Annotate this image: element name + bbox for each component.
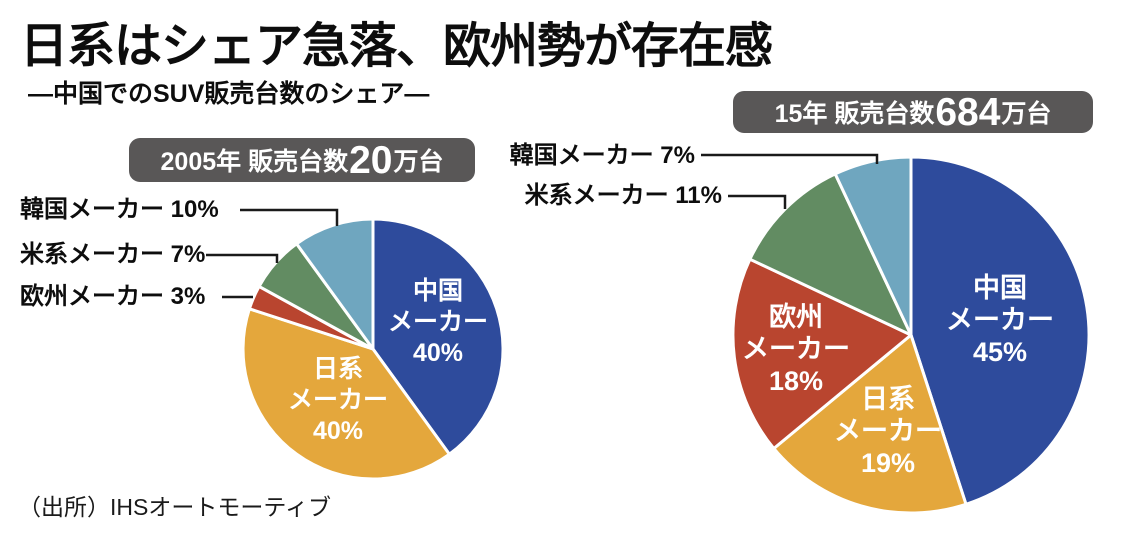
leader-line-us-2015: [728, 194, 787, 209]
slice-label-china-2005: 中国 メーカー 40%: [387, 277, 488, 367]
badge-2015-suffix: 万台: [1001, 100, 1052, 128]
source-credit: （出所）IHSオートモーティブ: [18, 494, 331, 520]
label-us-2005: 米系メーカー 7%: [20, 241, 206, 268]
page-subtitle: ―中国でのSUV販売台数のシェア―: [28, 80, 430, 108]
label-europe-2005: 欧州メーカー 3%: [20, 283, 206, 310]
leader-line-us-2005: [206, 253, 279, 263]
badge-2015-number: 684: [935, 90, 1001, 134]
leader-line-korea-2005: [240, 208, 339, 226]
pie-slice-korea: [295, 217, 375, 351]
badge-2015-sales-total: 15年 販売台数 684 万台: [733, 91, 1093, 133]
slice-label-japan-2005: 日系 メーカー 40%: [287, 355, 388, 445]
label-korea-2015: 韓国メーカー 7%: [509, 142, 695, 169]
badge-2005-suffix: 万台: [393, 148, 444, 176]
pie-slice-japan: [241, 307, 451, 481]
slice-label-japan-2015: 日系 メーカー 19%: [834, 384, 942, 478]
page-title: 日系はシェア急落、欧州勢が存在感: [20, 20, 773, 73]
badge-2005-number: 20: [349, 138, 393, 182]
label-us-2015: 米系メーカー 11%: [524, 182, 722, 209]
pie-slice-japan: [772, 333, 968, 515]
pie-slice-europe: [731, 257, 913, 450]
badge-2015-prefix: 15年 販売台数: [774, 100, 935, 128]
pie-chart-2015: [731, 155, 1091, 515]
pie-slice-korea: [833, 155, 913, 337]
badge-2005-prefix: 2005年 販売台数: [160, 148, 349, 176]
leader-line-korea-2015: [701, 153, 879, 164]
slice-label-china-2015: 中国 メーカー 45%: [946, 273, 1054, 367]
pie-chart-2005: [241, 217, 505, 481]
slice-label-europe-2015: 欧州 メーカー 18%: [742, 302, 850, 396]
pie-slice-china: [371, 217, 505, 456]
label-korea-2005: 韓国メーカー 10%: [20, 196, 219, 223]
badge-2005-sales-total: 2005年 販売台数 20 万台: [129, 138, 475, 182]
pie-slice-china: [909, 155, 1091, 506]
pie-slice-us: [748, 172, 913, 337]
